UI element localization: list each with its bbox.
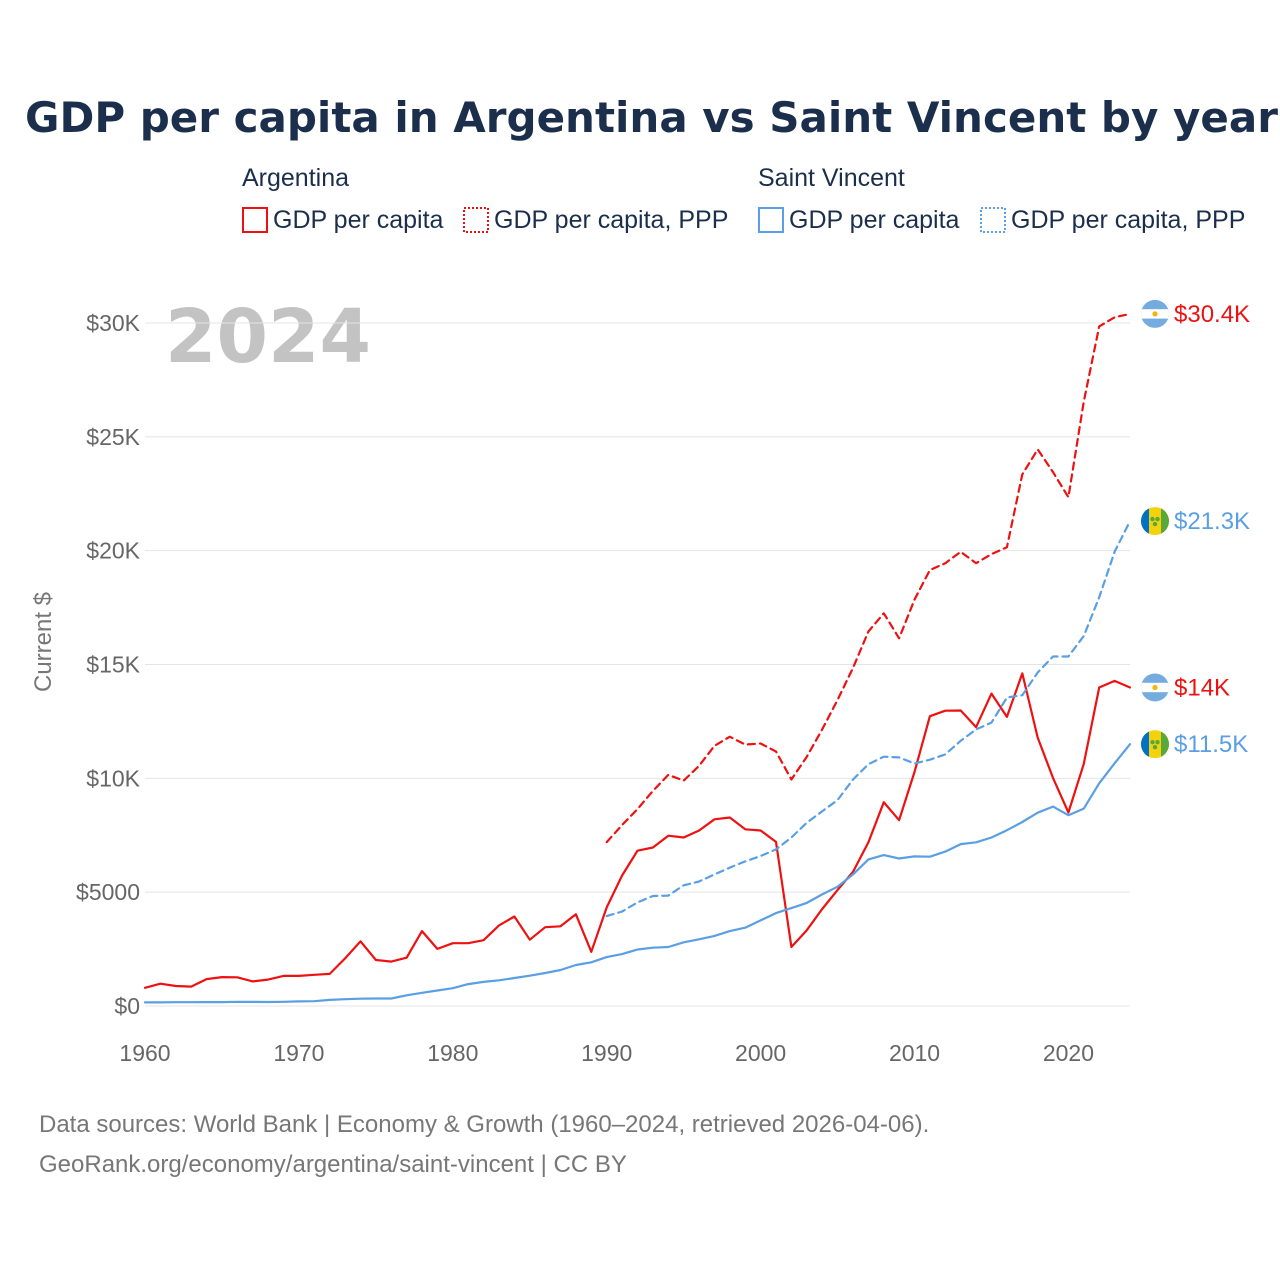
source-line-1: Data sources: World Bank | Economy & Gro… — [39, 1111, 929, 1138]
y-tick-label: $10K — [86, 765, 140, 791]
legend-group-argentina: Argentina — [242, 164, 349, 192]
series-line-argentina-ppp[interactable] — [605, 312, 1132, 844]
y-axis-ticks: $0 $5000 $10K $15K $20K $25K $30K — [76, 310, 141, 1019]
x-tick-label: 2020 — [1043, 1040, 1094, 1066]
series-line-argentina-gdp[interactable] — [143, 672, 1132, 989]
legend-swatch-argentina-ppp — [463, 207, 489, 233]
series-line-saint_vincent-ppp[interactable] — [605, 519, 1132, 918]
x-tick-label: 1990 — [581, 1040, 632, 1066]
x-axis-ticks: 1960 1970 1980 1990 2000 2010 2020 — [119, 1040, 1094, 1066]
argentina-flag-icon — [1141, 673, 1169, 702]
gridlines — [145, 322, 1130, 1007]
end-label-saint_vincent-ppp: $21.3K — [1174, 508, 1250, 535]
argentina-flag-icon — [1141, 299, 1169, 328]
legend-swatch-saint-vincent-gdp — [758, 207, 784, 233]
end-label-argentina-gdp: $14K — [1174, 674, 1230, 701]
end-label-argentina-ppp: $30.4K — [1174, 301, 1250, 328]
y-tick-label: $15K — [86, 652, 140, 678]
legend-item-saint-vincent-gdp[interactable]: GDP per capita — [789, 206, 960, 234]
x-tick-label: 2010 — [889, 1040, 940, 1066]
y-tick-label: $0 — [114, 993, 140, 1019]
x-tick-label: 1960 — [119, 1040, 170, 1066]
y-axis-title: Current $ — [30, 592, 57, 692]
legend: Argentina Saint Vincent GDP per capita G… — [242, 164, 1245, 234]
y-tick-label: $25K — [86, 424, 140, 450]
legend-item-argentina-ppp[interactable]: GDP per capita, PPP — [494, 206, 728, 234]
legend-item-argentina-gdp[interactable]: GDP per capita — [273, 206, 444, 234]
end-label-saint_vincent-gdp: $11.5K — [1174, 731, 1248, 758]
legend-swatch-argentina-gdp — [242, 207, 268, 233]
series-lines — [143, 312, 1132, 1004]
x-tick-label: 2000 — [735, 1040, 786, 1066]
x-tick-label: 1980 — [427, 1040, 478, 1066]
y-tick-label: $30K — [86, 310, 140, 336]
chart-title: GDP per capita in Argentina vs Saint Vin… — [25, 93, 1278, 142]
legend-item-saint-vincent-ppp[interactable]: GDP per capita, PPP — [1011, 206, 1245, 234]
series-line-saint_vincent-gdp[interactable] — [143, 743, 1132, 1004]
current-year-label: 2024 — [165, 294, 371, 380]
x-tick-label: 1970 — [273, 1040, 324, 1066]
y-tick-label: $5000 — [76, 879, 140, 905]
legend-group-saint-vincent: Saint Vincent — [758, 164, 905, 192]
y-tick-label: $20K — [86, 538, 140, 564]
legend-swatch-saint-vincent-ppp — [980, 207, 1006, 233]
saint_vincent-flag-icon — [1141, 730, 1169, 759]
source-line-2[interactable]: GeoRank.org/economy/argentina/saint-vinc… — [39, 1151, 627, 1178]
end-labels: $14K $30.4K $11.5K $21.3K — [1141, 299, 1250, 759]
saint_vincent-flag-icon — [1141, 507, 1169, 536]
